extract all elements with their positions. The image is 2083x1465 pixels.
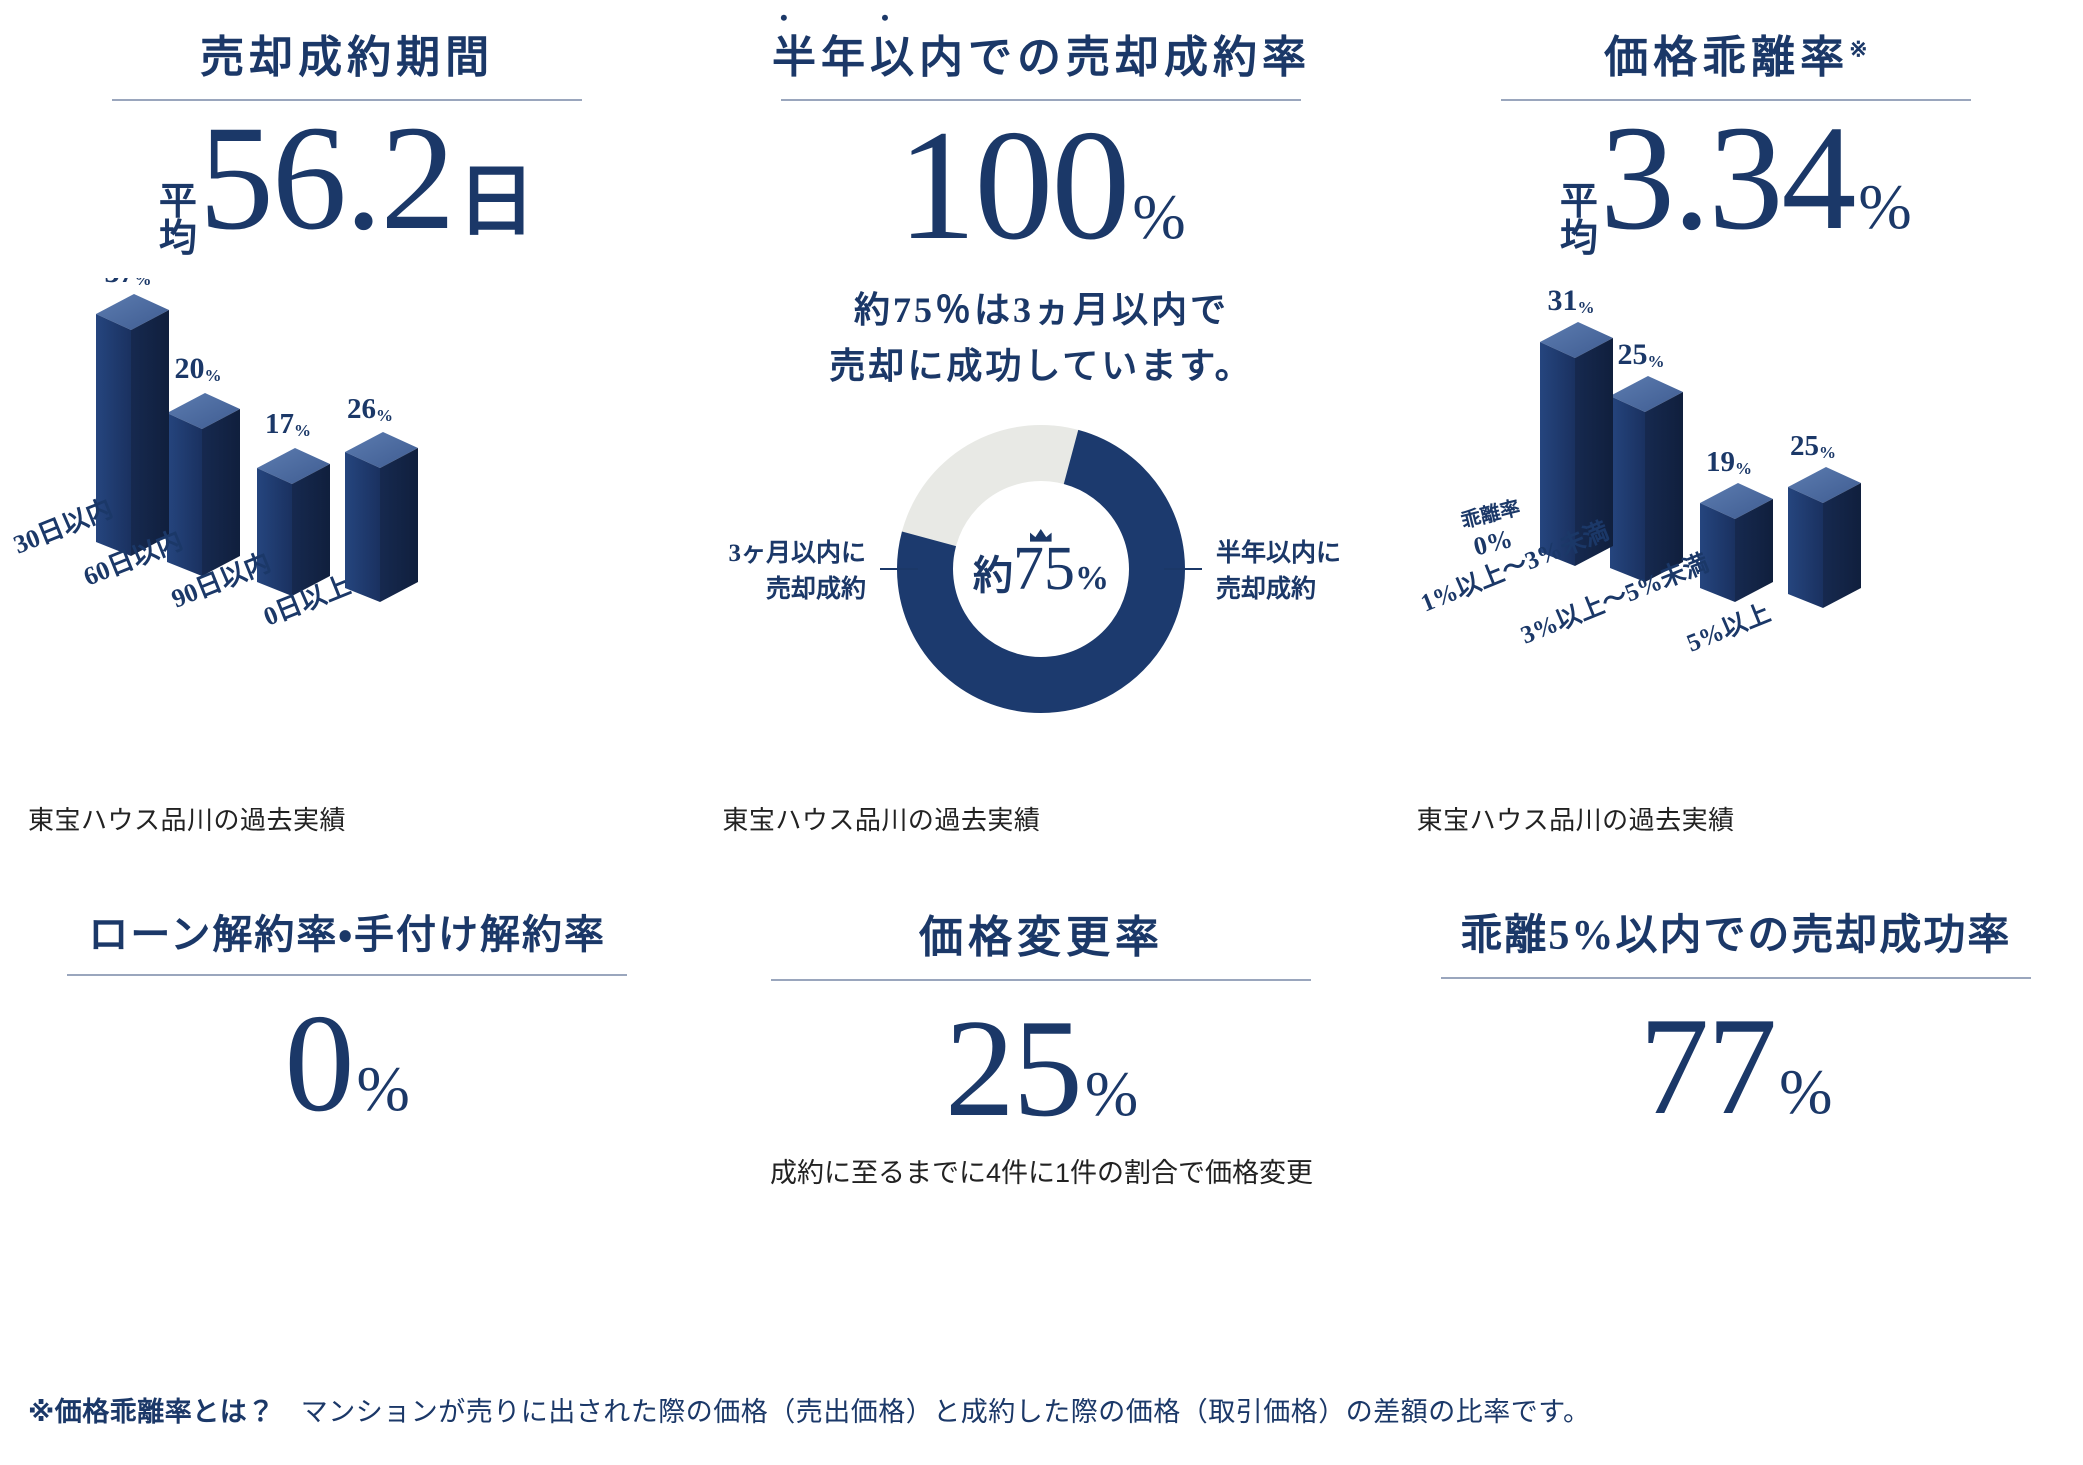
price-change-unit: % <box>1084 1058 1139 1129</box>
donut-label-right-line1: 半年以内に <box>1216 538 1341 567</box>
footnote-lead: ※価格乖離率とは？ <box>28 1397 275 1427</box>
success-value-line: 77 % <box>1389 988 2083 1144</box>
donut-label-right-line2: 売却成約 <box>1216 574 1316 603</box>
panel-success-within5: 乖離5%以内での売却成功率 77 % <box>1389 880 2083 1300</box>
title-divider <box>67 974 628 976</box>
bar-value-4: 25% <box>1790 430 1836 462</box>
bar-category-1: 30日以内 <box>9 494 116 560</box>
chart-price-gap: 25% 19% 25% <box>1389 278 2083 708</box>
bar-value-1: 31% <box>1547 284 1594 317</box>
bar-value-3: 17% <box>265 408 311 440</box>
panel-half-year-rate: 半年以内での売却成約率 100 % 約75％は3ヵ月以内で 売却に成功しています… <box>694 0 1388 880</box>
bar-group-1: 37% <box>96 278 169 557</box>
stats-row-bottom: ローン解約率・手付け解約率 0 % 価格変更率 25 % 成約に至るまでに4件に… <box>0 880 2083 1300</box>
donut-svg: 約75% 3ヶ月以内に 売却成約 半年以内に 売却成約 <box>729 424 1341 713</box>
average-label: 平 均 <box>158 181 197 261</box>
bar-value-2: 20% <box>175 352 222 385</box>
half-year-value: 100 <box>897 98 1130 273</box>
panel-price-gap-head: 価格乖離率※ <box>1389 0 2083 101</box>
bar-value-1: 37% <box>105 278 152 289</box>
success-within5-unit: % <box>1779 1055 1833 1127</box>
price-gap-unit: % <box>1858 171 1912 242</box>
panel-price-change-head: 価格変更率 <box>694 880 1388 981</box>
panel-sale-period-head: 売却成約期間 <box>0 0 694 101</box>
title-divider <box>1440 976 2031 979</box>
average-label: 平 均 <box>1559 181 1598 261</box>
panel-half-year-head: 半年以内での売却成約率 <box>694 0 1388 101</box>
bar-value-2: 25% <box>1617 338 1664 371</box>
price-change-value: 25 <box>944 991 1083 1146</box>
page-title-half-year: 半年以内での売却成約率 <box>772 4 1311 85</box>
page-title-success-within5: 乖離5%以内での売却成功率 <box>1460 913 2012 959</box>
half-year-note-line1: 約75％は3ヵ月以内で <box>853 290 1229 330</box>
page-title-cancel-rate: ローン解約率・手付け解約率 <box>88 912 606 957</box>
bar-category-4: 5%以上 <box>1682 599 1774 658</box>
bar-group-3: 17% <box>257 408 330 597</box>
title-divider <box>1500 99 1971 101</box>
half-year-unit: % <box>1132 181 1186 252</box>
success-within5-value: 77 <box>1639 988 1777 1144</box>
bar-group-4: 25% <box>1787 430 1861 609</box>
sub-caption-price-change: 成約に至るまでに4件に1件の割合で価格変更 <box>769 1158 1314 1188</box>
average-label-char2: 均 <box>1559 218 1598 261</box>
bar-category-1-line1: 乖離率 <box>1458 496 1522 534</box>
footnote: ※価格乖離率とは？ マンションが売りに出された際の価格（売出価格）と成約した際の価… <box>28 1390 1591 1429</box>
panel-success-head: 乖離5%以内での売却成功率 <box>1389 880 2083 979</box>
page-title-sale-period: 売却成約期間 <box>200 33 495 82</box>
bar-group-2: 20% <box>167 352 240 577</box>
half-year-value-line: 100 % <box>694 107 1388 265</box>
caption-sale-period: 東宝ハウス品川の過去実績 <box>28 805 347 835</box>
panel-price-gap: 価格乖離率※ 平 均 3.34 % <box>1389 0 2083 880</box>
sale-period-unit: 日 <box>457 158 536 245</box>
page-title-price-gap: 価格乖離率※ <box>1604 30 1867 85</box>
price-gap-value: 3.34 <box>1599 95 1856 261</box>
average-label-char1: 平 <box>1559 181 1598 223</box>
bar-group-1: 31% <box>1539 284 1613 567</box>
cancel-rate-unit: % <box>356 1053 410 1124</box>
title-divider <box>771 979 1312 981</box>
chart-half-year-donut: 約75% 3ヶ月以内に 売却成約 半年以内に 売却成約 <box>694 411 1388 741</box>
panel-price-change: 価格変更率 25 % 成約に至るまでに4件に1件の割合で価格変更 <box>694 880 1388 1300</box>
bar-group-2: 25% <box>1609 338 1683 583</box>
half-year-note-line2: 売却に成功しています。 <box>829 345 1254 386</box>
page-title-price-change: 価格変更率 <box>918 913 1164 962</box>
average-label-char1: 平 <box>158 181 197 223</box>
caption-price-gap: 東宝ハウス品川の過去実績 <box>1416 805 1735 835</box>
donut-label-left-line2: 売却成約 <box>766 574 866 603</box>
donut-center-label: 約75% <box>973 535 1109 603</box>
bar-value-4: 26% <box>347 393 393 425</box>
sale-period-value: 56.2 <box>198 95 455 261</box>
cancel-rate-value-line: 0 % <box>0 994 694 1134</box>
panel-cancel-rate-head: ローン解約率・手付け解約率 <box>0 880 694 976</box>
half-year-note: 約75％は3ヵ月以内で 売却に成功しています。 <box>694 283 1388 395</box>
footnote-text: マンションが売りに出された際の価格（売出価格）と成約した際の価格（取引価格）の差… <box>300 1397 1591 1427</box>
crown-icon <box>1030 528 1052 542</box>
caption-half-year: 東宝ハウス品川の過去実績 <box>722 805 1041 835</box>
price-gap-value-line: 平 均 3.34 % <box>1389 103 2083 272</box>
stats-row-top: 売却成約期間 平 均 56.2 日 <box>0 0 2083 880</box>
price-change-value-line: 25 % <box>694 999 1388 1139</box>
price-gap-title-text: 価格乖離率 <box>1604 33 1850 82</box>
sale-period-bar-svg: 26% 17% 20% <box>9 278 418 632</box>
donut-label-left-line1: 3ヶ月以内に <box>729 539 867 567</box>
cancel-rate-value: 0 <box>284 986 355 1141</box>
title-divider <box>781 99 1302 101</box>
panel-cancel-rate: ローン解約率・手付け解約率 0 % <box>0 880 694 1300</box>
panel-sale-period: 売却成約期間 平 均 56.2 日 <box>0 0 694 880</box>
title-divider <box>112 99 583 101</box>
chart-sale-period: 26% 17% 20% <box>0 278 694 708</box>
price-gap-title-sup: ※ <box>1849 36 1868 62</box>
price-gap-bar-svg: 25% 19% 25% <box>1416 284 1861 658</box>
bar-group-4: 26% <box>345 393 418 603</box>
sale-period-value-line: 平 均 56.2 日 <box>0 103 694 272</box>
average-label-char2: 均 <box>158 218 197 261</box>
bar-value-3: 19% <box>1706 446 1752 478</box>
bar-group-3: 19% <box>1699 446 1773 603</box>
